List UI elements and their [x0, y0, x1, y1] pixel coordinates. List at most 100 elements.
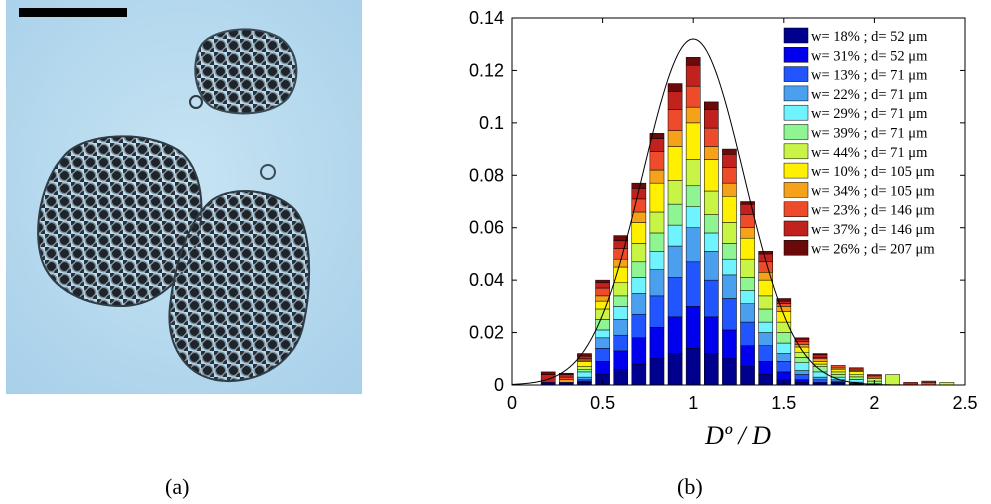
bar-segment: [667, 353, 683, 386]
bar-segment: [649, 138, 665, 152]
bar-segment: [812, 376, 828, 381]
bar-segment: [595, 348, 610, 362]
bar-segment: [595, 282, 610, 289]
legend-label: w= 10% ; d= 105 μm: [811, 164, 935, 180]
bar-segment: [595, 287, 610, 297]
bar-segment: [631, 261, 647, 278]
legend-swatch: [783, 143, 809, 160]
bar-segment: [649, 232, 665, 252]
y-tick-label: 0.02: [469, 323, 504, 343]
bar-segment: [649, 358, 665, 386]
bar-segment: [685, 227, 701, 263]
bar-segment: [704, 279, 719, 318]
bar-segment: [613, 235, 629, 242]
y-tick-label: 0.14: [469, 8, 504, 28]
bar-segment: [848, 374, 864, 378]
legend-swatch: [783, 27, 809, 44]
legend-swatch: [783, 240, 809, 256]
y-tick-label: 0.12: [469, 60, 504, 80]
bar-segment: [776, 342, 792, 354]
x-tick-label: 2.5: [952, 393, 977, 413]
bar-segment: [722, 243, 737, 260]
bar-segment: [667, 245, 683, 278]
bar-segment: [794, 379, 810, 383]
y-tick-label: 0.04: [469, 270, 504, 290]
bar-segment: [595, 279, 610, 284]
size-distribution-chart: 0 0.5 1 1.5 2 2.5 0 0.02 0.04 0.06 0.08 0.1 0.12 0.14…: [469, 8, 978, 450]
aggregate-top: [189, 28, 298, 115]
bar-segment: [577, 353, 592, 357]
bar-segment: [613, 266, 629, 284]
bar-segment: [776, 361, 792, 373]
bar-segment: [830, 374, 846, 378]
bar-segment: [722, 358, 737, 386]
bar-segment: [758, 261, 773, 273]
bar-segment: [685, 261, 701, 307]
bar-segment: [631, 211, 647, 223]
bar-segment: [667, 203, 683, 226]
legend-label: w= 44% ; d= 71 μm: [811, 145, 928, 161]
legend-swatch: [783, 162, 809, 179]
bar-segment: [685, 106, 701, 124]
bar-segment: [667, 130, 683, 147]
bar-segment: [704, 101, 719, 110]
bar-segment: [758, 251, 773, 255]
legend-label: w= 18% ; d= 52 μm: [811, 29, 928, 45]
legend: w= 18% ; d= 52 μm w= 31% ; d= 52 μm w= 13%…: [783, 27, 935, 257]
bar-segment: [704, 127, 719, 147]
bar-segment: [667, 91, 683, 111]
x-tick-label: 1.5: [771, 393, 796, 413]
legend-swatch: [783, 47, 809, 63]
bar-segment: [921, 380, 937, 383]
bar-segment: [704, 146, 719, 160]
bar-segment: [595, 319, 610, 331]
bar-segment: [758, 308, 773, 323]
bar-segment: [885, 374, 900, 386]
legend-label: w= 34% ; d= 105 μm: [811, 183, 935, 199]
bar-segment: [559, 376, 574, 381]
aggregate-micrograph: [6, 0, 362, 394]
bar-segment: [613, 334, 629, 352]
bar-segment: [595, 361, 610, 375]
bar-segment: [794, 357, 810, 363]
bar-segment: [740, 201, 755, 205]
bar-segment: [704, 190, 719, 215]
bar-segment: [667, 109, 683, 131]
legend-label: w= 23% ; d= 146 μm: [811, 203, 935, 219]
bar-segment: [740, 366, 755, 386]
bar-segment: [667, 277, 683, 318]
bar-segment: [848, 367, 864, 370]
bar-segment: [667, 224, 683, 247]
bar-segment: [595, 337, 610, 349]
bar-segment: [685, 306, 701, 349]
bar-segment: [667, 316, 683, 354]
y-tick-label: 0.06: [469, 218, 504, 238]
bar-segment: [613, 369, 629, 386]
bar-segment: [631, 222, 647, 244]
bar-segment: [631, 277, 647, 294]
x-tick-label: 0.5: [590, 393, 615, 413]
bar-segment: [577, 376, 592, 381]
bar-segment: [722, 167, 737, 184]
aggregate-left: [37, 135, 203, 308]
bar-segment: [740, 227, 755, 239]
bar-segment: [577, 366, 592, 370]
bar-segment: [649, 211, 665, 234]
bar-segment: [577, 369, 592, 373]
aggregate-right: [168, 164, 311, 382]
bar-segment: [631, 313, 647, 339]
bar-segment: [649, 327, 665, 360]
bar-segment: [848, 376, 864, 380]
bar-segment: [848, 379, 864, 383]
bar-segment: [758, 361, 773, 375]
bar-segment: [848, 371, 864, 375]
scale-bar: [19, 8, 127, 17]
legend-swatch: [783, 220, 809, 237]
bar-segment: [812, 358, 828, 362]
bar-segment: [722, 148, 737, 155]
bar-segment: [722, 274, 737, 299]
legend-swatch: [783, 182, 809, 198]
caption-a: (a): [165, 474, 190, 499]
caption-b: (b): [677, 474, 703, 499]
bar-segment: [776, 311, 792, 323]
